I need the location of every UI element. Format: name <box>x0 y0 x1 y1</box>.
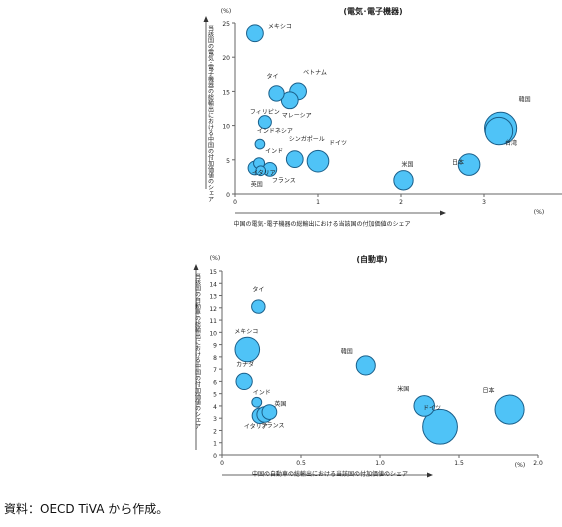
point-label: メキシコ <box>234 329 258 336</box>
y-tick-label: 11 <box>209 318 217 325</box>
y-tick-label: 13 <box>209 294 217 301</box>
point-label: フランス <box>261 423 285 430</box>
point-label: フィリピン <box>250 109 280 116</box>
bubble-point <box>255 165 267 177</box>
point-label: カナダ <box>236 360 254 368</box>
point-label: 米国 <box>401 160 413 168</box>
y-tick-label: 5 <box>226 158 230 165</box>
x-arrow-head <box>440 210 446 216</box>
y-tick-label: 15 <box>222 89 230 96</box>
x-tick-label: 1.0 <box>375 460 385 467</box>
point-label: メキシコ <box>268 23 292 30</box>
y-unit-label: (%) <box>221 8 231 15</box>
x-tick-label: 0 <box>220 460 224 467</box>
point-label: インド <box>265 148 283 155</box>
point-label: 韓国 <box>341 347 353 355</box>
point-label: 韓国 <box>519 95 531 103</box>
point-label: ベトナム <box>303 69 327 76</box>
point-label: ドイツ <box>329 140 347 147</box>
source-note: 資料：OECD TiVA から作成。 <box>4 502 169 516</box>
y-tick-label: 1 <box>213 441 217 448</box>
y-tick-label: 3 <box>213 416 217 423</box>
point-label: タイ <box>267 72 279 80</box>
bubble-point <box>234 336 261 363</box>
bubble-point <box>254 138 266 150</box>
bubble-point <box>246 24 264 43</box>
y-tick-label: 15 <box>209 269 217 276</box>
y-tick-label: 9 <box>213 343 217 350</box>
x-unit-label: (%) <box>515 462 525 469</box>
bubble-point <box>422 408 458 445</box>
y-tick-label: 14 <box>209 281 217 288</box>
bubble-point <box>280 91 299 110</box>
point-label: フランス <box>272 177 296 184</box>
bubble-point <box>306 149 330 173</box>
bubble-point <box>261 404 278 420</box>
y-tick-label: 7 <box>213 367 217 374</box>
point-label: 日本 <box>452 159 464 167</box>
bubble-point <box>457 153 481 176</box>
point-label: インドネシア <box>257 128 293 135</box>
bubble-point <box>285 150 304 168</box>
point-label: インド <box>253 389 271 396</box>
y-tick-label: 8 <box>213 355 217 362</box>
bubble-point <box>484 116 514 146</box>
y-arrow-head <box>203 16 209 22</box>
point-label: ドイツ <box>423 405 441 412</box>
chart-title: (電気･電子機器) <box>343 6 402 16</box>
bubble-point <box>494 394 525 425</box>
y-arrow-head <box>193 264 199 270</box>
x-tick-label: 2.0 <box>533 460 543 467</box>
point-label: 英国 <box>274 400 286 408</box>
point-label: マレーシア <box>282 112 312 119</box>
bubble-point <box>235 372 253 391</box>
x-axis-label: 中国の電気･電子機器の総輸出における当該国の付加価値のシェア <box>233 220 410 228</box>
y-tick-label: 5 <box>213 392 217 399</box>
y-tick-label: 25 <box>222 21 230 28</box>
bubble-point <box>268 85 285 102</box>
x-tick-label: 0 <box>233 199 237 206</box>
x-axis-label: 中国の自動車の総輸出における当該国の付加価値のシェア <box>252 470 408 478</box>
x-tick-label: 0.5 <box>296 460 306 467</box>
point-label: イタリア <box>244 423 268 431</box>
y-tick-label: 2 <box>213 428 217 435</box>
x-unit-label: (%) <box>534 209 544 216</box>
y-tick-label: 12 <box>209 306 217 313</box>
y-tick-label: 0 <box>213 453 217 460</box>
y-tick-label: 20 <box>222 55 230 62</box>
y-tick-label: 10 <box>222 124 230 131</box>
point-label: イタリア <box>252 169 276 177</box>
x-tick-label: 1 <box>316 199 320 206</box>
point-label: タイ <box>252 286 264 294</box>
x-arrow-head <box>427 472 433 478</box>
x-tick-label: 2 <box>399 199 403 206</box>
y-tick-label: 0 <box>226 192 230 199</box>
point-label: 英国 <box>251 181 263 189</box>
point-label: 米国 <box>397 385 409 393</box>
bubble-point <box>355 355 376 376</box>
bubble-point <box>251 299 266 314</box>
x-tick-label: 3 <box>482 199 486 206</box>
y-axis-label: 当該国の電気･電子機器の総輸出における中国の付加価値のシェア <box>207 24 214 202</box>
point-label: 日本 <box>483 387 495 395</box>
x-tick-label: 1.5 <box>454 460 464 467</box>
y-unit-label: (%) <box>210 255 220 262</box>
chart-title: (自動車) <box>356 254 387 264</box>
y-tick-label: 10 <box>209 330 217 337</box>
point-label: シンガポール <box>289 135 325 143</box>
point-label: 台湾 <box>505 139 517 147</box>
bubble-point <box>393 170 414 191</box>
bubble-point <box>413 395 436 417</box>
y-tick-label: 4 <box>213 404 217 411</box>
y-axis-label: 当該国の自動車の総輸出における中国の付加価値のシェア <box>194 272 201 429</box>
chart-panel: (電気･電子機器)051015202501234(%)(%)中国の電気･電子機器… <box>203 6 562 228</box>
bubble-point <box>251 396 263 408</box>
y-tick-label: 6 <box>213 379 217 386</box>
bubble-point <box>257 115 272 130</box>
